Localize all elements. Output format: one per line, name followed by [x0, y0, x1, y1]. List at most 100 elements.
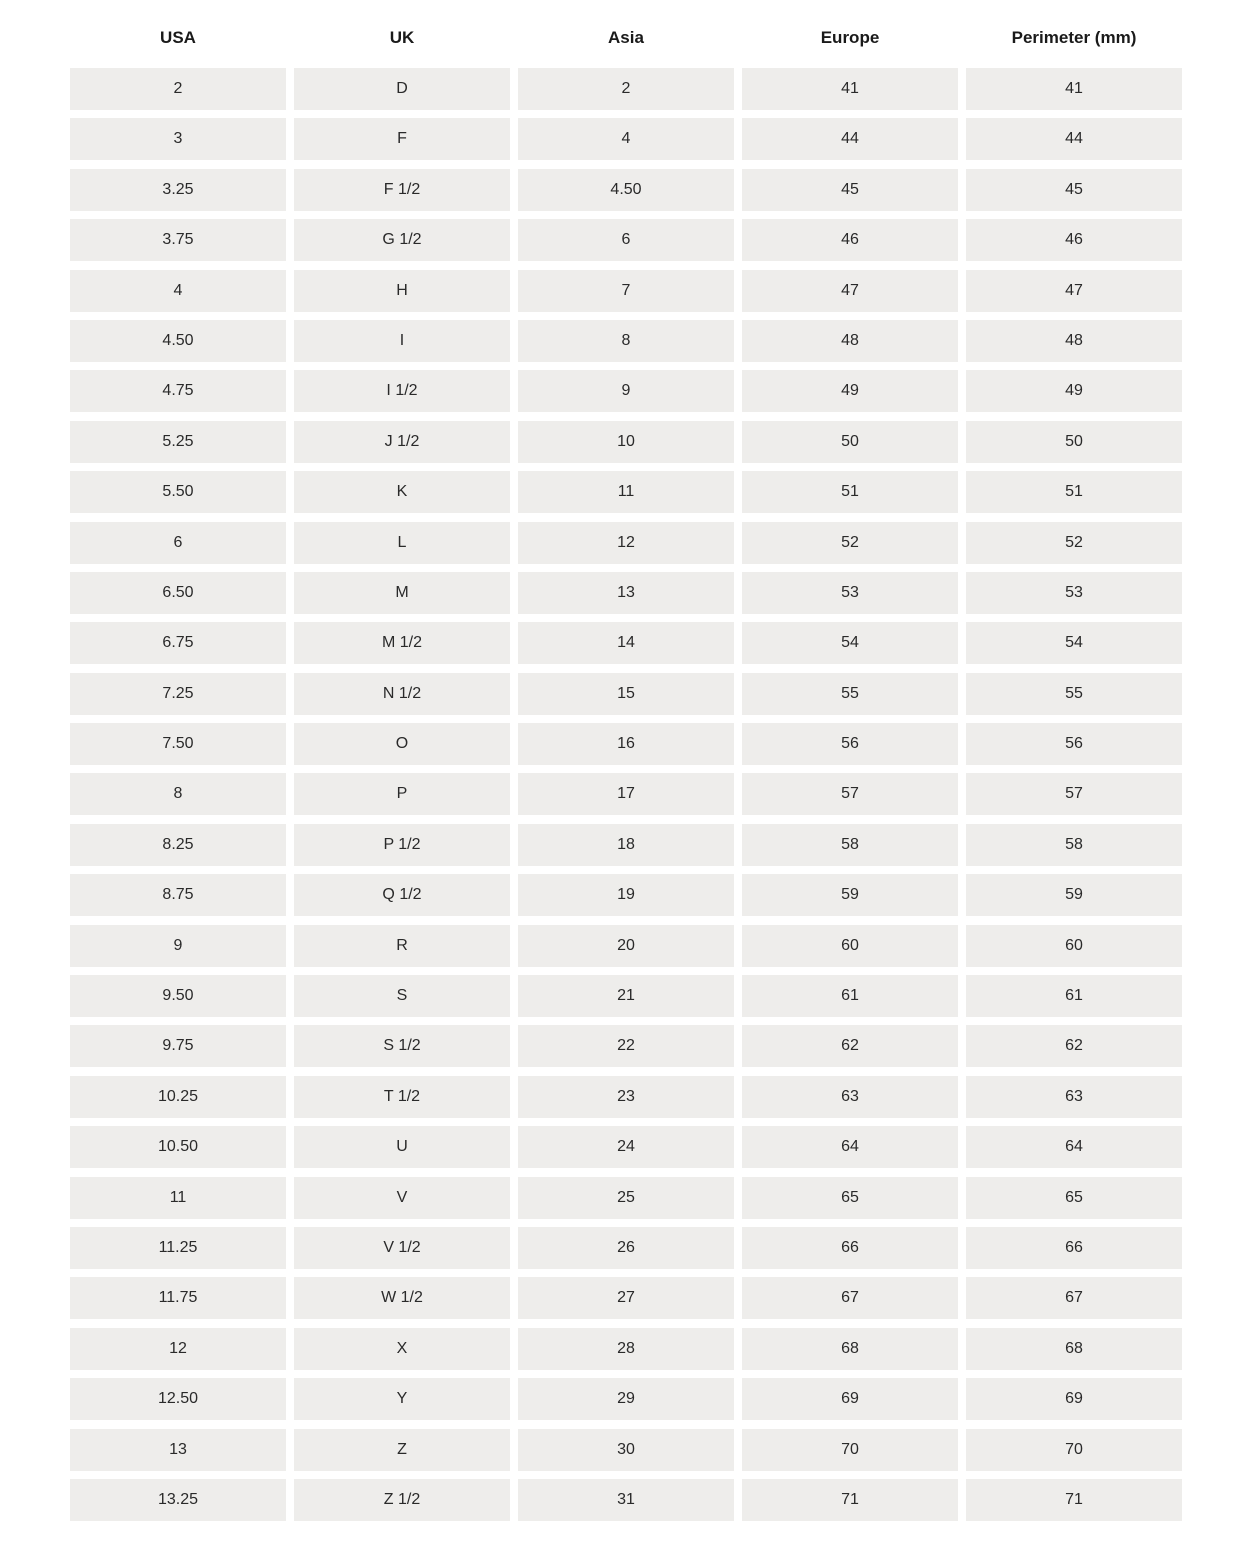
table-cell-usa: 2: [70, 68, 286, 110]
table-cell-asia: 25: [518, 1176, 734, 1219]
table-cell-europe: 71: [742, 1478, 958, 1521]
table-cell-uk: R: [294, 924, 510, 967]
table-cell-perimeter: 55: [966, 672, 1182, 715]
table-cell-usa: 4.75: [70, 370, 286, 413]
table-cell-europe: 64: [742, 1126, 958, 1169]
table-cell-europe: 53: [742, 571, 958, 614]
table-cell-uk: G 1/2: [294, 219, 510, 262]
table-cell-europe: 48: [742, 319, 958, 362]
table-cell-perimeter: 58: [966, 823, 1182, 866]
column-header-asia: Asia: [608, 28, 644, 47]
ring-size-table: USA UK Asia Europe Perimeter (mm) 2 D 2 41 41 3 F 4 4…: [70, 18, 1182, 1529]
table-cell-uk: Q 1/2: [294, 874, 510, 917]
table-cell-asia: 22: [518, 1025, 734, 1068]
table-cell-perimeter: 50: [966, 420, 1182, 463]
table-cell-uk: J 1/2: [294, 420, 510, 463]
table-cell-usa: 4.50: [70, 319, 286, 362]
table-cell-europe: 49: [742, 370, 958, 413]
table-cell-uk: P: [294, 773, 510, 816]
column-header-europe: Europe: [820, 28, 880, 47]
table-cell-europe: 52: [742, 521, 958, 564]
table-cell-asia: 28: [518, 1327, 734, 1370]
table-cell-usa: 9.50: [70, 975, 286, 1018]
table-cell-europe: 46: [742, 219, 958, 262]
table-cell-asia: 29: [518, 1378, 734, 1421]
table-cell-usa: 11.75: [70, 1277, 286, 1320]
table-cell-usa: 10.25: [70, 1075, 286, 1118]
table-cell-asia: 2: [518, 68, 734, 110]
table-cell-uk: Z 1/2: [294, 1478, 510, 1521]
table-cell-perimeter: 53: [966, 571, 1182, 614]
table-cell-asia: 12: [518, 521, 734, 564]
table-cell-usa: 13.25: [70, 1478, 286, 1521]
table-cell-asia: 10: [518, 420, 734, 463]
table-cell-europe: 51: [742, 471, 958, 514]
table-cell-perimeter: 48: [966, 319, 1182, 362]
table-cell-usa: 6.50: [70, 571, 286, 614]
table-cell-uk: F: [294, 118, 510, 161]
table-cell-usa: 6.75: [70, 622, 286, 665]
table-cell-perimeter: 70: [966, 1428, 1182, 1471]
table-cell-perimeter: 57: [966, 773, 1182, 816]
table-cell-asia: 19: [518, 874, 734, 917]
table-cell-europe: 55: [742, 672, 958, 715]
table-cell-asia: 26: [518, 1226, 734, 1269]
table-cell-asia: 15: [518, 672, 734, 715]
table-cell-perimeter: 62: [966, 1025, 1182, 1068]
table-cell-uk: I: [294, 319, 510, 362]
table-cell-uk: U: [294, 1126, 510, 1169]
table-cell-uk: T 1/2: [294, 1075, 510, 1118]
table-cell-europe: 60: [742, 924, 958, 967]
table-cell-usa: 8.25: [70, 823, 286, 866]
table-cell-usa: 12.50: [70, 1378, 286, 1421]
table-cell-europe: 54: [742, 622, 958, 665]
table-cell-asia: 6: [518, 219, 734, 262]
table-cell-europe: 45: [742, 168, 958, 211]
table-cell-perimeter: 51: [966, 471, 1182, 514]
table-cell-uk: M: [294, 571, 510, 614]
table-cell-perimeter: 49: [966, 370, 1182, 413]
table-cell-asia: 20: [518, 924, 734, 967]
table-cell-europe: 69: [742, 1378, 958, 1421]
table-cell-uk: N 1/2: [294, 672, 510, 715]
table-cell-uk: Y: [294, 1378, 510, 1421]
table-cell-europe: 67: [742, 1277, 958, 1320]
table-cell-uk: L: [294, 521, 510, 564]
table-cell-europe: 44: [742, 118, 958, 161]
table-cell-europe: 59: [742, 874, 958, 917]
table-cell-usa: 7.50: [70, 723, 286, 766]
table-cell-usa: 10.50: [70, 1126, 286, 1169]
table-cell-uk: V 1/2: [294, 1226, 510, 1269]
table-cell-uk: K: [294, 471, 510, 514]
table-cell-asia: 8: [518, 319, 734, 362]
table-cell-usa: 7.25: [70, 672, 286, 715]
table-cell-uk: P 1/2: [294, 823, 510, 866]
table-cell-perimeter: 69: [966, 1378, 1182, 1421]
table-cell-usa: 3.25: [70, 168, 286, 211]
table-cell-asia: 4.50: [518, 168, 734, 211]
table-cell-europe: 63: [742, 1075, 958, 1118]
table-cell-usa: 6: [70, 521, 286, 564]
table-cell-uk: Z: [294, 1428, 510, 1471]
table-cell-uk: F 1/2: [294, 168, 510, 211]
table-cell-uk: S 1/2: [294, 1025, 510, 1068]
table-cell-usa: 5.50: [70, 471, 286, 514]
table-cell-perimeter: 68: [966, 1327, 1182, 1370]
table-cell-europe: 58: [742, 823, 958, 866]
table-cell-usa: 12: [70, 1327, 286, 1370]
table-cell-asia: 16: [518, 723, 734, 766]
table-cell-perimeter: 65: [966, 1176, 1182, 1219]
table-cell-asia: 13: [518, 571, 734, 614]
table-cell-usa: 9: [70, 924, 286, 967]
table-cell-asia: 24: [518, 1126, 734, 1169]
table-cell-perimeter: 64: [966, 1126, 1182, 1169]
table-cell-perimeter: 67: [966, 1277, 1182, 1320]
table-cell-usa: 3: [70, 118, 286, 161]
table-cell-perimeter: 46: [966, 219, 1182, 262]
table-cell-europe: 70: [742, 1428, 958, 1471]
table-cell-asia: 31: [518, 1478, 734, 1521]
table-cell-europe: 62: [742, 1025, 958, 1068]
table-cell-asia: 30: [518, 1428, 734, 1471]
table-cell-europe: 66: [742, 1226, 958, 1269]
table-cell-uk: W 1/2: [294, 1277, 510, 1320]
